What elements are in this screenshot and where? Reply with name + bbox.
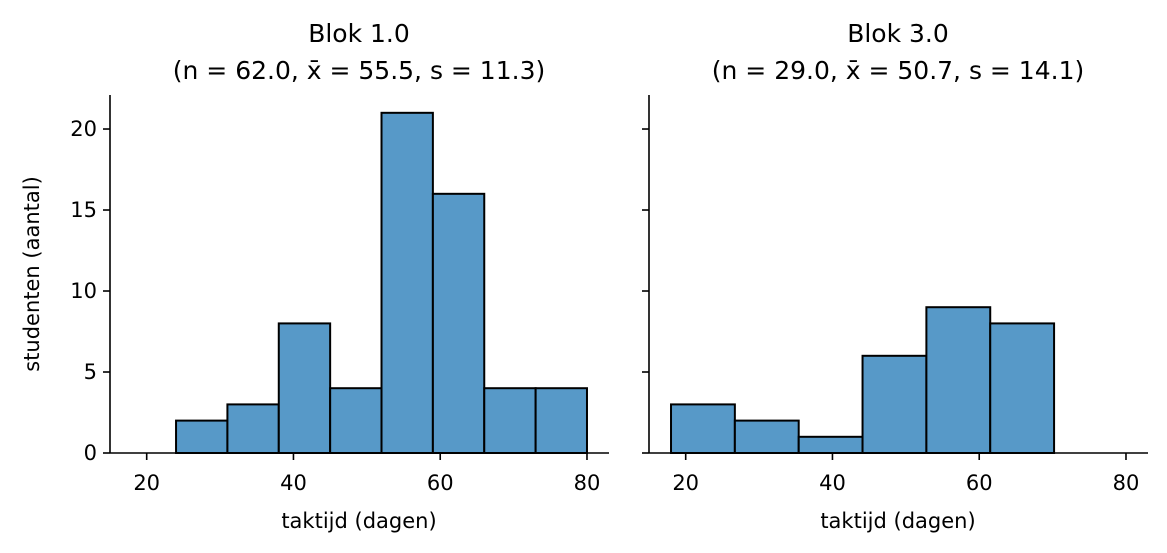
x-tick-label: 60 — [427, 471, 454, 495]
x-tick-label: 40 — [819, 471, 846, 495]
y-tick-label: 0 — [84, 441, 97, 465]
x-axis-label: taktijd (dagen) — [281, 509, 436, 533]
bars-group — [175, 111, 588, 455]
histogram-bar — [670, 403, 736, 454]
histogram-bar — [989, 322, 1056, 454]
x-tick-label: 80 — [1113, 471, 1140, 495]
histogram-bar — [277, 322, 332, 454]
bars-group — [670, 306, 1056, 454]
x-tick-label: 80 — [574, 471, 601, 495]
x-tick-label: 40 — [280, 471, 307, 495]
y-tick-label: 15 — [70, 198, 97, 222]
histogram-bar — [534, 387, 588, 454]
histogram-bar — [226, 403, 280, 454]
histogram-bar — [329, 387, 383, 454]
panel-subtitle: (n = 29.0, x̄ = 50.7, s = 14.1) — [712, 56, 1084, 85]
x-axis-label: taktijd (dagen) — [820, 509, 975, 533]
histogram-bar — [861, 354, 928, 454]
y-tick-label: 10 — [70, 279, 97, 303]
panel-subtitle: (n = 62.0, x̄ = 55.5, s = 11.3) — [173, 56, 545, 85]
y-tick-label: 5 — [84, 360, 97, 384]
x-tick-label: 20 — [133, 471, 160, 495]
histogram-bar — [733, 419, 800, 454]
panel-blok-3: Blok 3.0 (n = 29.0, x̄ = 50.7, s = 14.1)… — [642, 19, 1148, 533]
y-axis-label: studenten (aantal) — [20, 176, 44, 372]
x-tick-label: 60 — [966, 471, 993, 495]
histogram-bar — [483, 387, 537, 454]
panel-title: Blok 3.0 — [847, 19, 949, 48]
y-tick-label: 20 — [70, 117, 97, 141]
panel-title: Blok 1.0 — [308, 19, 410, 48]
axes-group: 20 40 60 80 0 5 10 15 20 — [70, 95, 609, 495]
histogram-bar — [175, 419, 229, 454]
histogram-bar — [380, 111, 434, 455]
histogram-bar — [431, 192, 486, 454]
axes-group: 20 40 60 80 — [642, 95, 1148, 495]
panel-blok-1: Blok 1.0 (n = 62.0, x̄ = 55.5, s = 11.3)… — [20, 19, 609, 533]
histogram-bar — [797, 435, 864, 454]
x-tick-label: 20 — [672, 471, 699, 495]
histogram-bar — [925, 306, 992, 454]
